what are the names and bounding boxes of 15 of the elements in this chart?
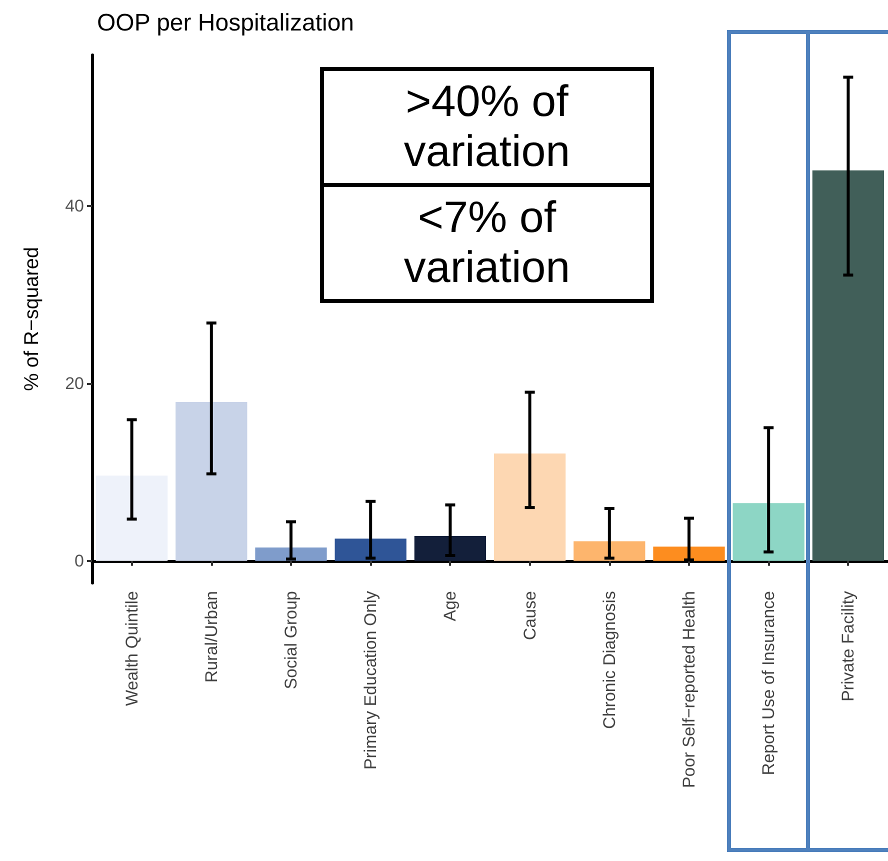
x-tick-label: Rural/Urban [202,591,221,683]
chart-title: OOP per Hospitalization [97,10,354,36]
x-tick-label: Report Use of Insurance [759,591,778,776]
y-axis-title: % of R−squared [21,247,43,391]
y-tick-label: 20 [65,374,84,393]
x-tick-label: Age [440,591,460,622]
y-tick-label: 40 [65,196,84,216]
x-tick-label: Primary Education Only [361,590,380,770]
x-tick-label: Cause [520,591,540,640]
x-tick-label: Private Facility [838,590,858,702]
x-tick-label: Poor Self−reported Health [680,591,698,788]
x-tick-label: Chronic Diagnosis [600,591,619,729]
x-tick-label: Social Group [282,591,300,690]
y-tick-label: 0 [74,551,84,570]
x-tick-label: Wealth Quintile [122,591,142,706]
